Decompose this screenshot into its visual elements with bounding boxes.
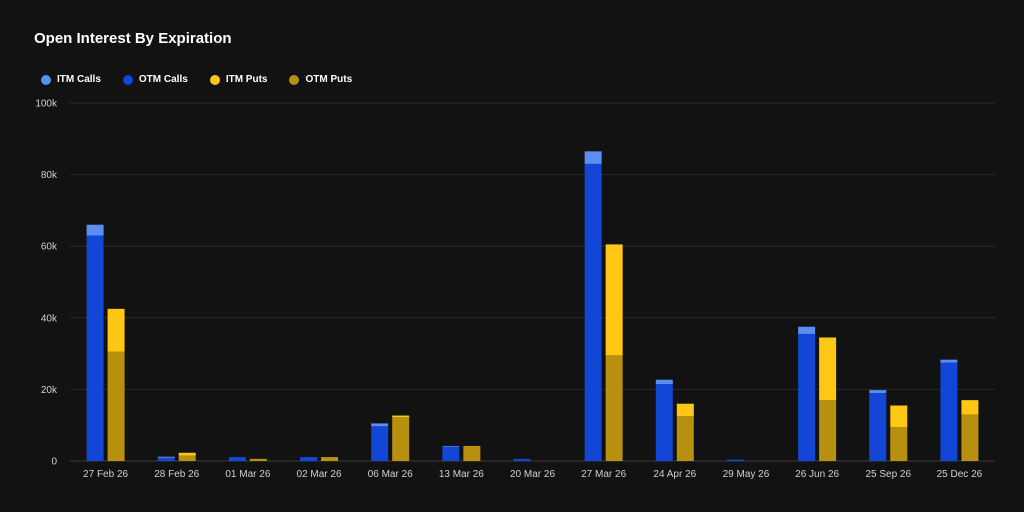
- bar-otm-puts-2: [249, 458, 267, 461]
- bar-otm-puts-4: [392, 417, 410, 461]
- bar-otm-calls-4: [371, 426, 389, 461]
- bar-otm-puts-12: [961, 414, 979, 461]
- bar-otm-calls-5: [442, 446, 460, 461]
- x-tick-label-8: 24 Apr 26: [653, 469, 696, 480]
- bar-itm-puts-11: [890, 405, 908, 427]
- bar-itm-puts-7: [605, 244, 623, 356]
- legend-item-otm-calls[interactable]: OTM Calls: [122, 74, 188, 85]
- bar-itm-calls-8: [655, 379, 673, 385]
- bar-otm-puts-1: [178, 455, 196, 461]
- bar-otm-calls-12: [940, 362, 958, 461]
- x-tick-label-1: 28 Feb 26: [154, 469, 199, 480]
- bar-itm-calls-0: [86, 224, 104, 236]
- legend-label-itm-calls: ITM Calls: [57, 74, 101, 85]
- bar-itm-calls-10: [798, 326, 816, 334]
- bar-otm-calls-8: [655, 384, 673, 461]
- bar-otm-calls-10: [798, 333, 816, 461]
- bar-otm-calls-2: [228, 457, 246, 461]
- x-tick-label-3: 02 Mar 26: [297, 469, 342, 480]
- bar-itm-puts-0: [107, 308, 125, 352]
- bar-otm-puts-11: [890, 426, 908, 461]
- bar-itm-calls-1: [157, 456, 175, 458]
- bar-itm-puts-4: [392, 415, 410, 418]
- y-tick-label-1: 20k: [41, 385, 58, 396]
- bar-otm-calls-7: [584, 163, 602, 462]
- bar-itm-puts-8: [676, 403, 694, 417]
- bar-otm-calls-6: [513, 458, 531, 461]
- legend-item-itm-calls[interactable]: ITM Calls: [41, 74, 101, 85]
- bar-otm-puts-3: [321, 457, 339, 461]
- bar-itm-puts-1: [178, 452, 196, 456]
- bar-otm-calls-9: [726, 459, 744, 461]
- x-tick-label-10: 26 Jun 26: [795, 469, 839, 480]
- legend-swatch-itm-puts: [209, 74, 220, 85]
- chart-title: Open Interest By Expiration: [34, 30, 232, 47]
- bar-itm-calls-12: [940, 359, 958, 363]
- x-tick-label-11: 25 Sep 26: [865, 469, 911, 480]
- bar-otm-puts-5: [463, 445, 481, 461]
- bar-itm-puts-10: [819, 337, 837, 401]
- bar-itm-calls-7: [584, 151, 602, 164]
- x-tick-label-12: 25 Dec 26: [937, 469, 983, 480]
- legend-label-otm-calls: OTM Calls: [138, 74, 188, 85]
- bar-otm-calls-0: [86, 235, 104, 461]
- y-tick-label-4: 80k: [41, 170, 58, 181]
- legend-item-itm-puts[interactable]: ITM Puts: [209, 74, 268, 85]
- bar-otm-calls-3: [300, 457, 318, 461]
- bar-itm-calls-11: [869, 390, 887, 393]
- x-tick-label-0: 27 Feb 26: [83, 469, 128, 480]
- y-tick-label-0: 0: [51, 457, 57, 468]
- y-tick-label-5: 100k: [35, 99, 58, 110]
- bar-itm-puts-12: [961, 400, 979, 415]
- bar-otm-puts-10: [819, 400, 837, 461]
- legend-item-otm-puts[interactable]: OTM Puts: [289, 74, 352, 85]
- bar-otm-puts-0: [107, 351, 125, 461]
- legend-swatch-itm-calls: [41, 74, 51, 85]
- legend: ITM Calls OTM Calls ITM Puts OTM Puts: [41, 74, 352, 85]
- y-tick-label-3: 60k: [41, 242, 58, 253]
- y-tick-label-2: 40k: [41, 313, 58, 324]
- x-tick-label-5: 13 Mar 26: [439, 469, 484, 480]
- bar-itm-calls-4: [371, 423, 389, 427]
- legend-swatch-otm-puts: [289, 74, 300, 85]
- bar-otm-puts-7: [605, 355, 623, 461]
- x-tick-label-4: 06 Mar 26: [368, 469, 413, 480]
- legend-label-otm-puts: OTM Puts: [305, 74, 353, 85]
- x-tick-label-6: 20 Mar 26: [510, 469, 555, 480]
- x-tick-label-9: 29 May 26: [723, 469, 770, 480]
- legend-label-itm-puts: ITM Puts: [225, 74, 268, 85]
- bar-itm-calls-5: [442, 445, 460, 447]
- bar-otm-puts-8: [676, 416, 694, 461]
- bar-otm-calls-1: [157, 457, 175, 461]
- x-tick-label-7: 27 Mar 26: [581, 469, 626, 480]
- x-tick-label-2: 01 Mar 26: [225, 469, 270, 480]
- legend-swatch-otm-calls: [122, 74, 133, 85]
- bar-otm-calls-11: [869, 392, 887, 461]
